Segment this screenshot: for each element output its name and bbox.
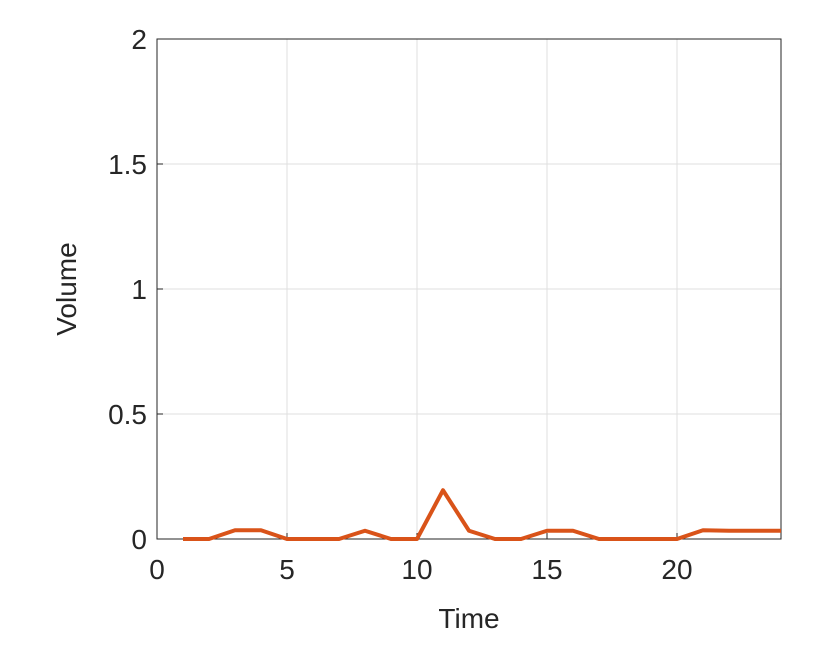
x-axis-label: Time bbox=[438, 603, 499, 634]
x-tick-label: 20 bbox=[661, 554, 692, 585]
y-tick-label: 2 bbox=[131, 24, 147, 55]
plot-frame bbox=[156, 38, 782, 540]
x-tick-label: 5 bbox=[279, 554, 295, 585]
y-tick-label: 1.5 bbox=[108, 149, 147, 180]
x-tick-label: 10 bbox=[401, 554, 432, 585]
y-axis-label: Volume bbox=[51, 242, 82, 335]
y-tick-label: 0.5 bbox=[108, 399, 147, 430]
y-tick-label: 0 bbox=[131, 524, 147, 555]
x-tick-label: 15 bbox=[531, 554, 562, 585]
x-tick-label: 0 bbox=[149, 554, 165, 585]
y-tick-label: 1 bbox=[131, 274, 147, 305]
line-series bbox=[183, 488, 781, 541]
